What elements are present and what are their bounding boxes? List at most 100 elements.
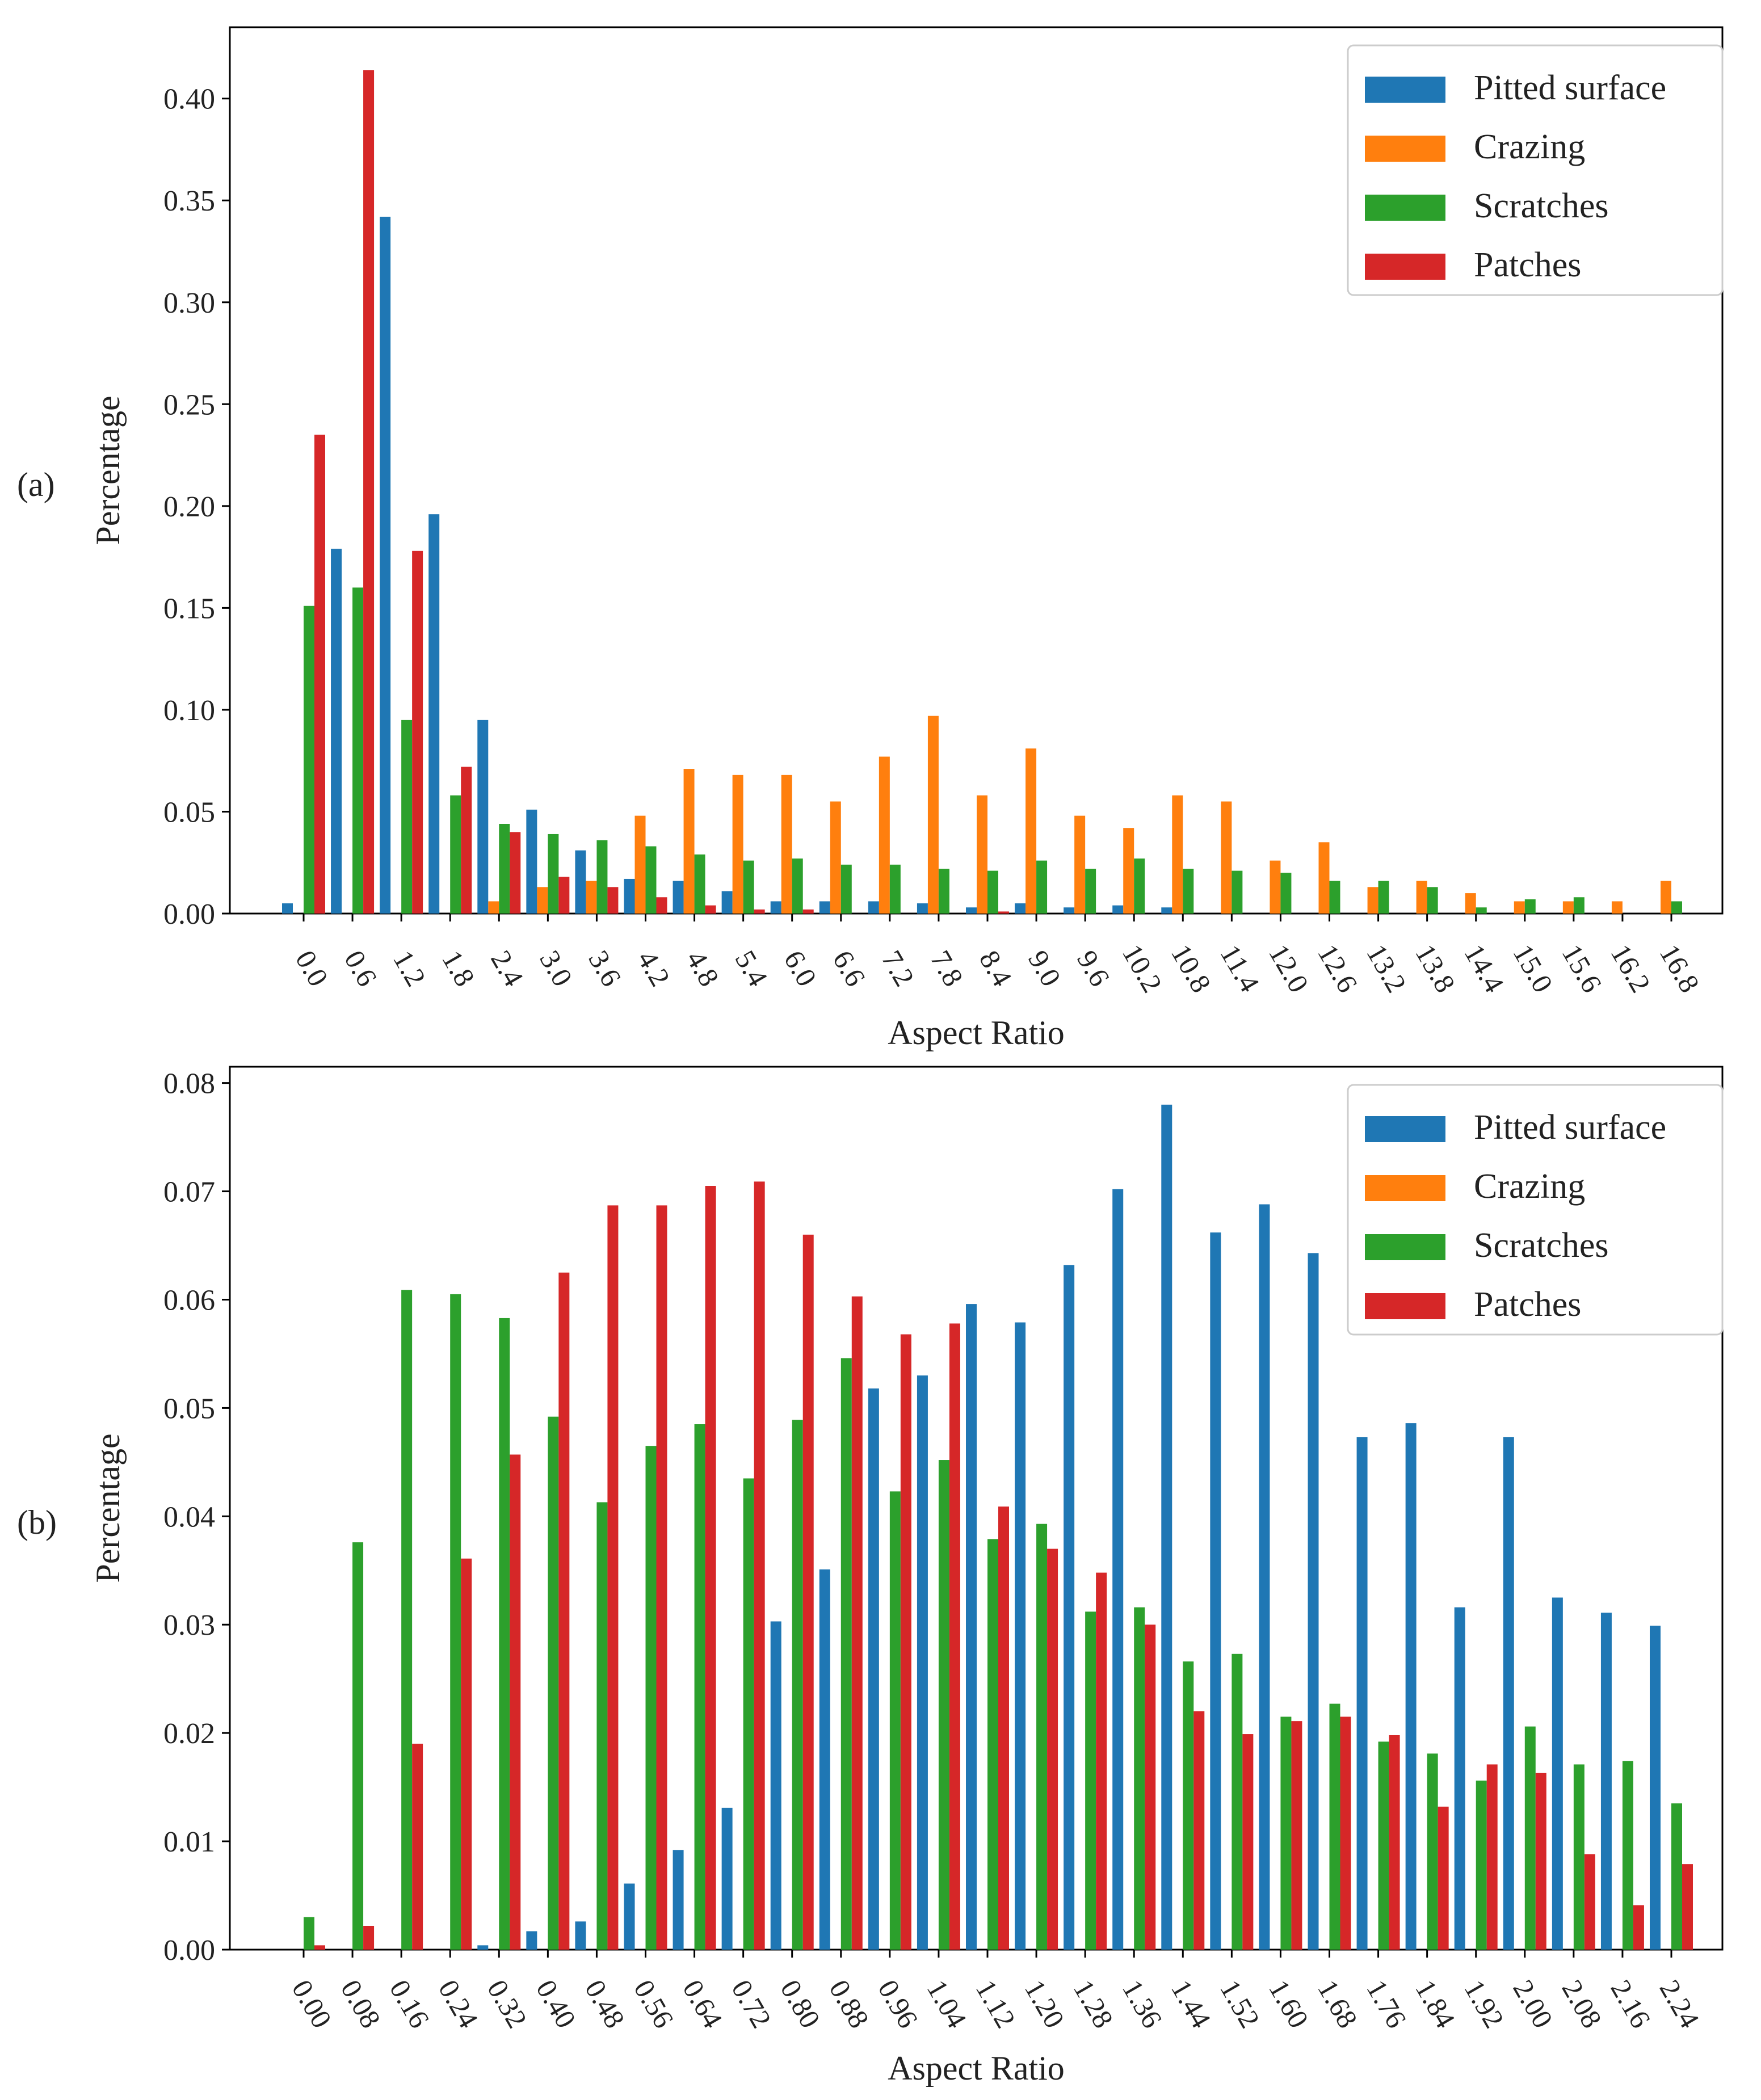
legend <box>1347 1084 1724 1336</box>
bar-pitted-28 <box>1650 1626 1661 1950</box>
y-tick-label: 0.07 <box>163 1176 215 1209</box>
x-tick-label: 2.16 <box>1605 1975 1657 2034</box>
x-tick-label: 3.6 <box>582 945 628 991</box>
bar-patches-23 <box>1438 1806 1449 1950</box>
bar-patches-18 <box>1193 1711 1205 1950</box>
bar-pitted-10 <box>770 1621 781 1950</box>
bar-patches-8 <box>705 1186 716 1950</box>
bar-patches-1 <box>363 1925 375 1950</box>
bar-patches-3 <box>461 1558 472 1950</box>
bar-pitted-9 <box>721 891 733 914</box>
bar-pitted-14 <box>966 1304 977 1950</box>
bar-scratches-6 <box>596 1502 608 1950</box>
x-tick-label: 12.6 <box>1312 939 1364 998</box>
bar-scratches-19 <box>1232 870 1243 914</box>
legend-label-scratches: Scratches <box>1474 187 1609 225</box>
bar-scratches-3 <box>450 1294 461 1950</box>
x-tick-label: 1.84 <box>1409 1975 1461 2034</box>
legend-label-pitted: Pitted surface <box>1474 1108 1666 1147</box>
bar-scratches-23 <box>1427 887 1438 914</box>
x-tick-label: 2.24 <box>1654 1975 1706 2034</box>
bar-scratches-10 <box>792 858 803 914</box>
bar-scratches-22 <box>1378 881 1389 914</box>
bar-patches-26 <box>1584 1854 1595 1950</box>
bar-patches-7 <box>656 897 667 914</box>
bar-scratches-6 <box>596 840 608 914</box>
bar-patches-13 <box>949 1323 960 1950</box>
bar-crazing-7 <box>634 815 646 914</box>
x-tick-label: 0.6 <box>338 945 384 991</box>
x-tick-label: 0.72 <box>725 1975 777 2034</box>
y-tick-label: 0.04 <box>163 1501 215 1533</box>
x-tick-label: 0.56 <box>628 1975 680 2034</box>
bar-pitted-21 <box>1308 1253 1319 1950</box>
bar-patches-7 <box>656 1205 667 1950</box>
bar-pitted-5 <box>526 809 537 914</box>
y-tick-label: 0.35 <box>163 185 215 217</box>
bar-pitted-6 <box>575 1921 586 1950</box>
bar-crazing-9 <box>732 775 743 914</box>
bar-pitted-15 <box>1015 1322 1026 1950</box>
x-tick-label: 9.0 <box>1022 945 1067 991</box>
bar-scratches-21 <box>1329 881 1340 914</box>
bar-pitted-16 <box>1064 907 1075 914</box>
x-tick-label: 0.24 <box>432 1975 485 2034</box>
bar-patches-9 <box>754 1181 765 1950</box>
bar-crazing-5 <box>537 887 548 914</box>
bar-patches-25 <box>1535 1773 1546 1950</box>
panel-a: 0.00 0.05 0.10 0.15 0.20 0.25 0.30 0.35 0.40 0.0 0… <box>17 26 1724 1051</box>
bar-patches-2 <box>412 550 423 914</box>
bar-crazing-12 <box>879 756 890 914</box>
x-tick-label: 0.88 <box>823 1975 875 2034</box>
bar-crazing-28 <box>1661 881 1671 914</box>
x-tick-label: 0.48 <box>579 1975 631 2034</box>
bar-scratches-17 <box>1134 1607 1145 1950</box>
legend-swatch-crazing <box>1365 1175 1445 1201</box>
y-tick-label: 0.10 <box>163 695 215 727</box>
bar-scratches-2 <box>401 1290 413 1950</box>
bar-pitted-27 <box>1600 1613 1612 1950</box>
bar-scratches-20 <box>1280 873 1292 914</box>
bar-patches-6 <box>607 1205 619 1950</box>
bar-crazing-20 <box>1270 860 1281 914</box>
legend-swatch-scratches <box>1365 1234 1445 1260</box>
bar-scratches-15 <box>1036 860 1048 914</box>
bar-patches-21 <box>1340 1716 1351 1950</box>
bar-scratches-5 <box>548 1416 559 1950</box>
bar-scratches-13 <box>938 1460 949 1950</box>
y-tick-label: 0.05 <box>163 796 215 828</box>
bar-scratches-24 <box>1476 1781 1487 1950</box>
x-tick-label: 1.52 <box>1214 1975 1266 2034</box>
x-tick-label: 8.4 <box>973 945 1019 991</box>
bar-scratches-25 <box>1524 1726 1536 1950</box>
legend <box>1347 44 1724 296</box>
bar-scratches-14 <box>987 870 998 914</box>
bar-scratches-16 <box>1085 1611 1096 1950</box>
bar-scratches-7 <box>645 846 657 914</box>
y-tick-label: 0.05 <box>163 1392 215 1425</box>
panel-label: (a) <box>17 466 55 503</box>
bar-scratches-22 <box>1378 1741 1389 1950</box>
bar-scratches-11 <box>840 1358 852 1950</box>
x-tick-label: 0.96 <box>872 1975 924 2034</box>
bar-patches-11 <box>851 1296 863 1950</box>
bar-crazing-17 <box>1123 828 1134 914</box>
bar-pitted-8 <box>673 1850 684 1950</box>
bar-pitted-7 <box>624 878 635 914</box>
x-tick-label: 9.6 <box>1071 945 1116 991</box>
legend-label-scratches: Scratches <box>1474 1226 1609 1265</box>
x-tick-label: 15.6 <box>1556 939 1608 998</box>
x-tick-label: 1.20 <box>1019 1975 1071 2034</box>
bar-pitted-4 <box>477 719 489 914</box>
bar-pitted-8 <box>673 881 684 914</box>
x-tick-label: 1.12 <box>970 1975 1022 2034</box>
legend-label-patches: Patches <box>1474 1285 1581 1324</box>
y-tick-label: 0.20 <box>163 491 215 523</box>
x-tick-label: 0.16 <box>384 1975 436 2034</box>
x-tick-label: 15.0 <box>1507 939 1559 998</box>
bar-scratches-4 <box>499 1318 510 1950</box>
x-tick-label: 1.36 <box>1116 1975 1169 2034</box>
x-tick-label: 10.8 <box>1165 939 1217 998</box>
x-tick-label: 5.4 <box>729 945 774 991</box>
x-axis-label: Aspect Ratio <box>888 2050 1065 2087</box>
